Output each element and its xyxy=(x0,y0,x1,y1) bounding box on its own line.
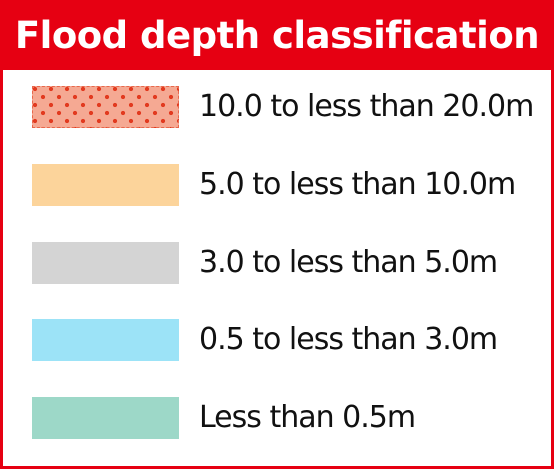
swatch-3-to-5m xyxy=(32,242,179,284)
label-0.5-to-3m: 0.5 to less than 3.0m xyxy=(199,322,498,357)
label-10-to-20m: 10.0 to less than 20.0m xyxy=(199,89,534,124)
swatch-10-to-20m xyxy=(32,86,179,128)
label-5-to-10m: 5.0 to less than 10.0m xyxy=(199,167,516,202)
legend-header: Flood depth classification xyxy=(3,3,551,70)
label-3-to-5m: 3.0 to less than 5.0m xyxy=(199,245,498,280)
swatch-5-to-10m xyxy=(32,164,179,206)
legend-row-0.5-to-3m: 0.5 to less than 3.0m xyxy=(3,319,551,363)
legend-row-10-to-20m: 10.0 to less than 20.0m xyxy=(3,86,551,130)
legend-row-less-than-0.5m: Less than 0.5m xyxy=(3,397,551,441)
legend-row-5-to-10m: 5.0 to less than 10.0m xyxy=(3,164,551,208)
swatch-0.5-to-3m xyxy=(32,319,179,361)
swatch-less-than-0.5m xyxy=(32,397,179,439)
legend-row-3-to-5m: 3.0 to less than 5.0m xyxy=(3,242,551,286)
legend-title: Flood depth classification xyxy=(14,14,540,57)
label-less-than-0.5m: Less than 0.5m xyxy=(199,400,416,435)
